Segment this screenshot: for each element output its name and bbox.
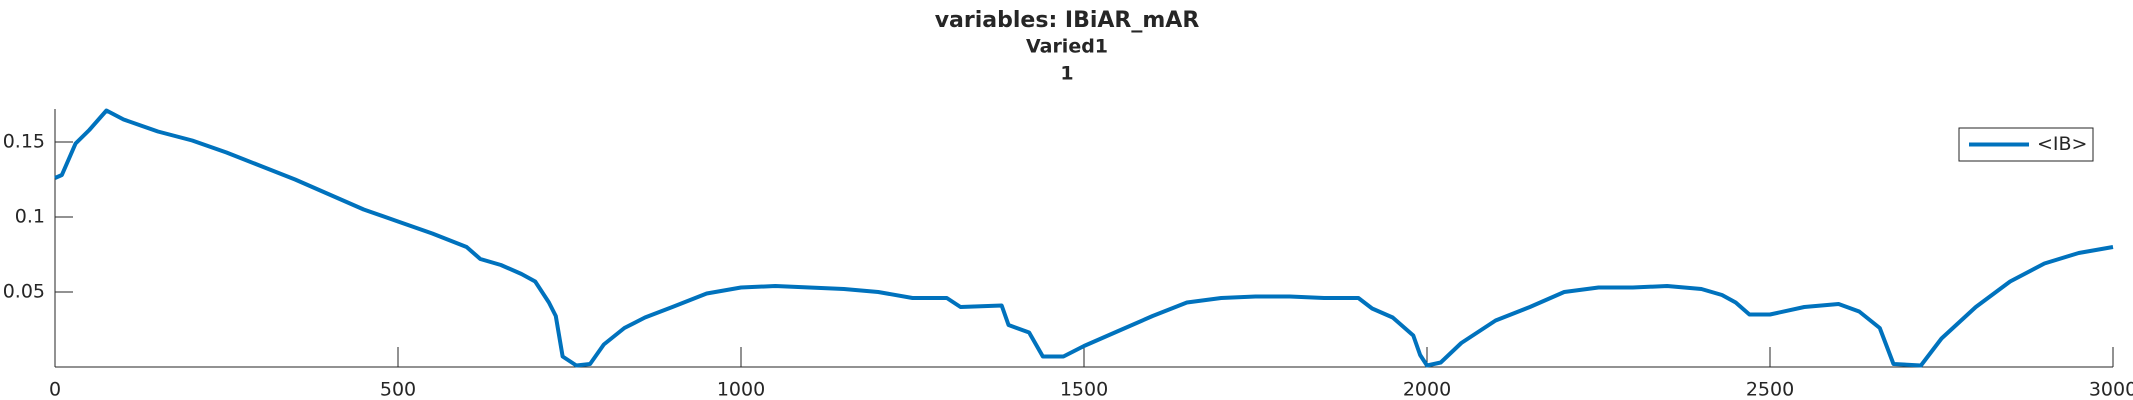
x-tick-label: 0 xyxy=(49,379,61,400)
x-tick-label: 1500 xyxy=(1060,379,1108,400)
x-tick-label: 3000 xyxy=(2089,379,2133,400)
chart-subtitle: Varied1 xyxy=(1026,36,1108,58)
y-tick-label: 0.15 xyxy=(3,131,45,153)
line xyxy=(54,108,2114,368)
y-tick-label: 0.1 xyxy=(15,206,45,228)
x-tick-label: 1000 xyxy=(717,379,765,400)
chart-subtitle: 1 xyxy=(1060,63,1073,85)
x-tick-label: 2500 xyxy=(1746,379,1794,400)
chart-title: variables: IBiAR_mAR xyxy=(935,8,1200,33)
x-tick-label: 500 xyxy=(380,379,416,400)
x-tick-label: 2000 xyxy=(1403,379,1451,400)
y-tick-label: 0.05 xyxy=(3,281,45,303)
legend-label: <IB> xyxy=(2037,133,2087,155)
